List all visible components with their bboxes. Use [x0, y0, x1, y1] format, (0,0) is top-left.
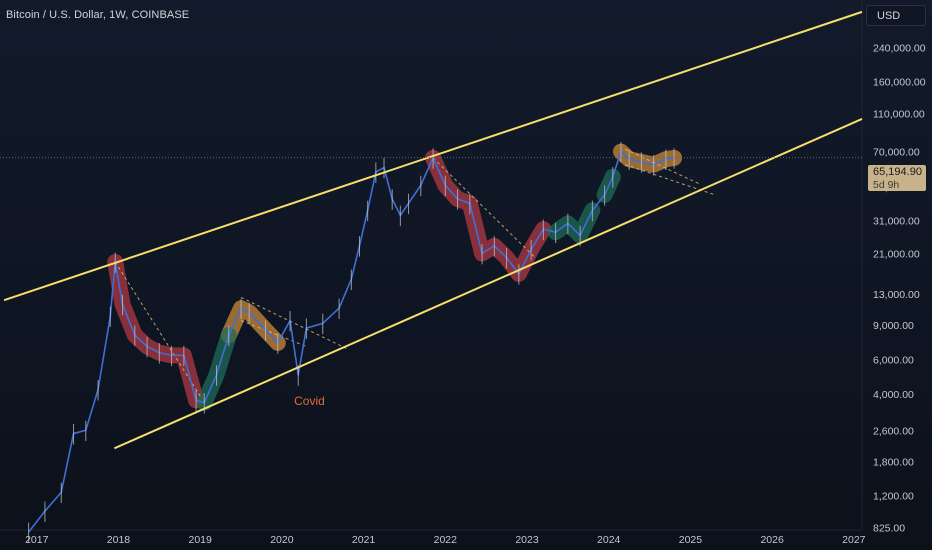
x-tick-label: 2019 — [189, 534, 213, 546]
x-tick-label: 2027 — [842, 534, 866, 546]
currency-button[interactable]: USD — [866, 5, 926, 26]
trend-guide-1 — [240, 296, 348, 350]
y-tick-label: 1,200.00 — [873, 491, 914, 503]
x-tick-label: 2023 — [515, 534, 539, 546]
y-tick-label: 4,000.00 — [873, 389, 914, 401]
price-line — [27, 150, 675, 533]
y-tick-label: 160,000.00 — [873, 77, 926, 89]
y-tick-label: 110,000.00 — [873, 108, 925, 120]
x-tick-label: 2024 — [597, 534, 621, 546]
trend-guide-4 — [624, 148, 699, 184]
x-tick-label: 2018 — [107, 534, 131, 546]
last-price: 65,194.90 — [873, 166, 922, 178]
y-tick-label: 2,600.00 — [873, 425, 914, 437]
y-tick-label: 240,000.00 — [873, 42, 926, 54]
chart-title: Bitcoin / U.S. Dollar, 1W, COINBASE — [6, 9, 190, 21]
covid-annotation: Covid — [294, 394, 325, 408]
x-tick-label: 2017 — [25, 534, 49, 546]
x-tick-label: 2025 — [679, 534, 703, 546]
x-tick-label: 2026 — [760, 534, 784, 546]
y-tick-label: 6,000.00 — [873, 355, 914, 367]
trend-guide-0 — [114, 261, 201, 397]
y-tick-label: 31,000.00 — [873, 216, 920, 228]
y-tick-label: 9,000.00 — [873, 320, 914, 332]
y-tick-label: 13,000.00 — [873, 289, 920, 301]
bar-countdown: 5d 9h — [873, 179, 900, 191]
x-tick-label: 2021 — [352, 534, 376, 546]
x-tick-label: 2020 — [270, 534, 294, 546]
last-price-tag: 65,194.90 5d 9h — [868, 165, 926, 191]
y-tick-label: 825.00 — [873, 522, 905, 534]
y-tick-label: 21,000.00 — [873, 248, 920, 260]
bear-zone-2018 — [107, 253, 205, 409]
y-tick-label: 1,800.00 — [873, 456, 914, 468]
channel-line-upper — [3, 10, 863, 302]
x-tick-label: 2022 — [434, 534, 458, 546]
y-tick-label: 70,000.00 — [873, 147, 920, 159]
channel-line-lower — [113, 118, 863, 450]
